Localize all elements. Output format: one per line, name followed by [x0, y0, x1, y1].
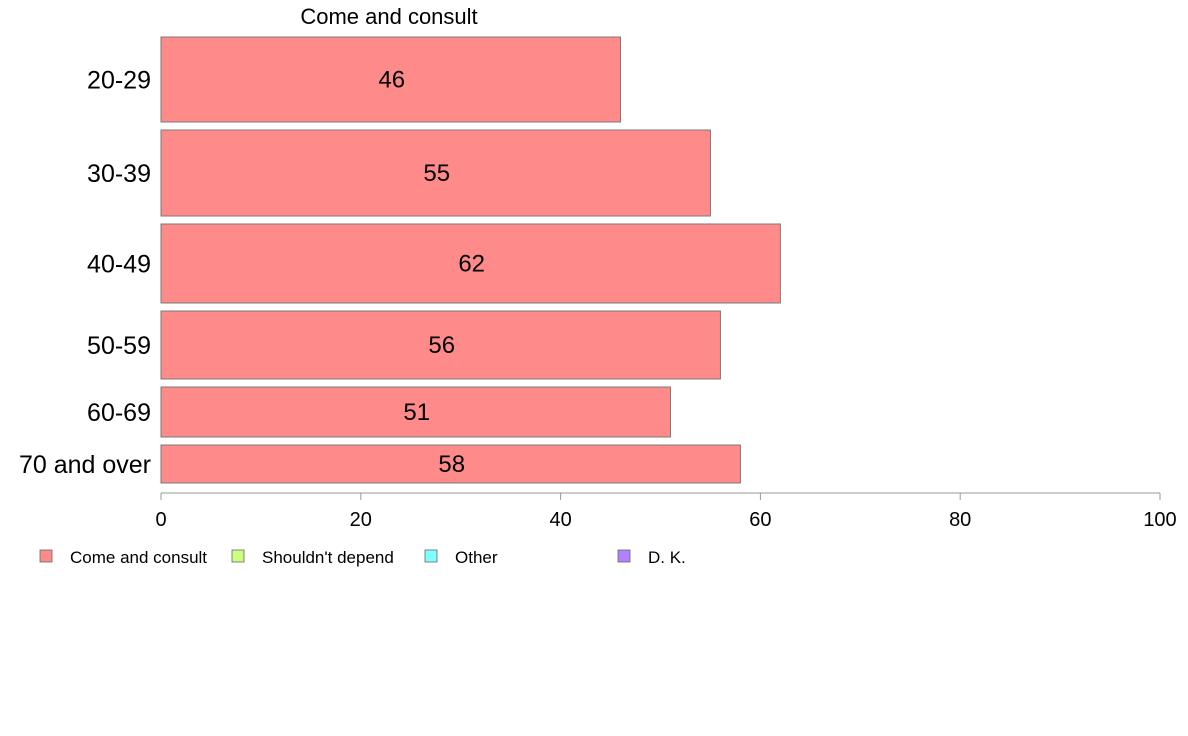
x-tick-label: 20: [350, 509, 372, 531]
category-label: 70 and over: [19, 451, 151, 479]
bar-value-label: 62: [458, 251, 485, 278]
x-tick-label: 100: [1143, 509, 1176, 531]
legend-item-label: Other: [455, 548, 498, 567]
bar-40-49: [160, 223, 781, 304]
x-tick-label: 60: [749, 509, 771, 531]
category-label: 50-59: [87, 332, 151, 360]
legend-item-label: Come and consult: [70, 548, 207, 567]
category-label: 60-69: [87, 399, 151, 427]
bar-60-69: [160, 386, 671, 438]
legend: Come and consult Shouldn't depend Other D. …: [39, 548, 686, 567]
x-tick-label: 40: [549, 509, 571, 531]
bar-30-39: [160, 129, 711, 217]
legend-swatch: [39, 549, 53, 563]
bar-value-label: 56: [428, 332, 455, 359]
bar-value-label: 51: [403, 399, 430, 426]
bar-value-label: 58: [438, 451, 465, 478]
legend-swatch: [424, 549, 438, 563]
x-tick-label: 0: [155, 509, 166, 531]
bar-50-59: [160, 310, 721, 380]
bar-value-label: 46: [378, 67, 405, 94]
bars-group: 46 20-29 55 30-39 62 40-49 56 50-59 51 60-69 58 70 …: [19, 36, 781, 484]
legend-item-label: D. K.: [648, 548, 686, 567]
x-tick-label: 80: [949, 509, 971, 531]
x-axis: 0 20 40 60 80 100: [155, 492, 1177, 531]
category-label: 30-39: [87, 160, 151, 188]
category-label: 40-49: [87, 251, 151, 279]
chart-title: Come and consult: [300, 4, 477, 29]
legend-swatch: [617, 549, 631, 563]
bar-value-label: 55: [423, 160, 450, 187]
category-label: 20-29: [87, 67, 151, 95]
legend-item-label: Shouldn't depend: [262, 548, 394, 567]
legend-swatch: [231, 549, 245, 563]
bar-20-29: [160, 36, 622, 123]
bar-70-and-over: [160, 444, 741, 484]
